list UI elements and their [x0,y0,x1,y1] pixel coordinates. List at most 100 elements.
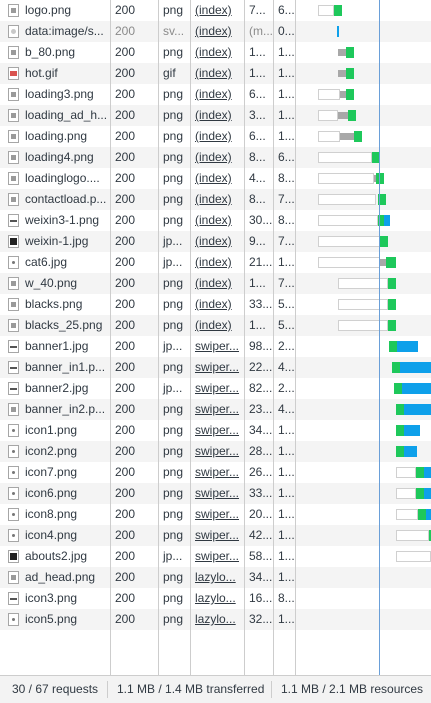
request-initiator[interactable]: (index) [195,45,232,59]
request-initiator[interactable]: (index) [195,234,232,248]
request-row[interactable]: icon3.png 200 png lazylo... 16... 8... [0,588,431,609]
request-name-cell[interactable]: icon6.png [0,483,110,504]
request-initiator[interactable]: swiper... [195,549,240,563]
request-initiator[interactable]: (index) [195,276,232,290]
request-initiator[interactable]: swiper... [195,465,240,479]
request-initiator[interactable]: (index) [195,297,232,311]
request-name-cell[interactable]: ad_head.png [0,567,110,588]
request-name-cell[interactable]: banner_in1.p... [0,357,110,378]
request-row[interactable]: loading3.png 200 png (index) 6... 1... [0,84,431,105]
request-name-cell[interactable]: banner_in2.p... [0,399,110,420]
request-initiator[interactable]: (index) [195,255,232,269]
request-initiator[interactable]: (index) [195,87,232,101]
request-name-cell[interactable]: contactload.p... [0,189,110,210]
request-name-cell[interactable]: loading.png [0,126,110,147]
request-name-cell[interactable]: cat6.jpg [0,252,110,273]
request-row[interactable]: loading4.png 200 png (index) 8... 6... [0,147,431,168]
request-row[interactable]: banner_in2.p... 200 png swiper... 23... 4... [0,399,431,420]
request-name-cell[interactable]: icon3.png [0,588,110,609]
request-initiator[interactable]: (index) [195,24,232,38]
column-divider-type[interactable] [190,0,191,675]
request-row[interactable]: banner1.jpg 200 jp... swiper... 98... 2... [0,336,431,357]
request-name-cell[interactable]: data:image/s... [0,21,110,42]
request-initiator[interactable]: lazylo... [195,570,236,584]
request-initiator[interactable]: (index) [195,150,232,164]
request-initiator[interactable]: (index) [195,66,232,80]
column-divider-status[interactable] [158,0,159,675]
request-name-cell[interactable]: weixin-1.jpg [0,231,110,252]
column-divider-name[interactable] [110,0,111,675]
request-row[interactable]: icon6.png 200 png swiper... 33... 1... [0,483,431,504]
request-initiator[interactable]: swiper... [195,402,240,416]
request-row[interactable]: data:image/s... 200 sv... (index) (m... 0... [0,21,431,42]
request-name-cell[interactable]: loading4.png [0,147,110,168]
request-row[interactable]: b_80.png 200 png (index) 1... 1... [0,42,431,63]
request-name-cell[interactable]: icon7.png [0,462,110,483]
request-name-cell[interactable]: loading_ad_h... [0,105,110,126]
request-row[interactable]: weixin-1.jpg 200 jp... (index) 9... 7... [0,231,431,252]
request-initiator[interactable]: swiper... [195,486,240,500]
request-initiator[interactable]: (index) [195,129,232,143]
request-name-cell[interactable]: banner2.jpg [0,378,110,399]
request-row[interactable]: icon1.png 200 png swiper... 34... 1... [0,420,431,441]
request-initiator[interactable]: swiper... [195,444,240,458]
request-row[interactable]: loading_ad_h... 200 png (index) 3... 1... [0,105,431,126]
request-initiator[interactable]: swiper... [195,507,240,521]
request-initiator[interactable]: (index) [195,108,232,122]
request-row[interactable]: icon8.png 200 png swiper... 20... 1... [0,504,431,525]
request-name-cell[interactable]: icon2.png [0,441,110,462]
request-row[interactable]: icon7.png 200 png swiper... 26... 1... [0,462,431,483]
request-row[interactable]: weixin3-1.png 200 png (index) 30... 8... [0,210,431,231]
request-name-cell[interactable]: weixin3-1.png [0,210,110,231]
request-name-cell[interactable]: icon8.png [0,504,110,525]
request-initiator[interactable]: swiper... [195,528,240,542]
request-initiator[interactable]: swiper... [195,423,240,437]
request-name-cell[interactable]: loadinglogo.... [0,168,110,189]
dot-image-icon [8,424,19,437]
request-row[interactable]: blacks_25.png 200 png (index) 1... 5... [0,315,431,336]
request-initiator[interactable]: swiper... [195,360,240,374]
request-row[interactable]: abouts2.jpg 200 jp... swiper... 58... 1... [0,546,431,567]
request-row[interactable]: icon4.png 200 png swiper... 42... 1... [0,525,431,546]
request-row[interactable]: blacks.png 200 png (index) 33... 5... [0,294,431,315]
request-name-cell[interactable]: blacks_25.png [0,315,110,336]
request-name-cell[interactable]: blacks.png [0,294,110,315]
request-name-cell[interactable]: b_80.png [0,42,110,63]
request-row[interactable]: icon5.png 200 png lazylo... 32... 1... [0,609,431,630]
request-name-cell[interactable]: banner1.jpg [0,336,110,357]
request-row[interactable]: icon2.png 200 png swiper... 28... 1... [0,441,431,462]
request-row[interactable]: loading.png 200 png (index) 6... 1... [0,126,431,147]
request-initiator[interactable]: (index) [195,192,232,206]
request-row[interactable]: hot.gif 200 gif (index) 1... 1... [0,63,431,84]
waterfall-queued-segment [318,173,374,184]
request-row[interactable]: contactload.p... 200 png (index) 8... 7... [0,189,431,210]
request-initiator[interactable]: swiper... [195,381,240,395]
request-name-cell[interactable]: w_40.png [0,273,110,294]
request-name-cell[interactable]: icon5.png [0,609,110,630]
request-initiator[interactable]: (index) [195,3,232,17]
request-row[interactable]: loadinglogo.... 200 png (index) 4... 8... [0,168,431,189]
request-row[interactable]: w_40.png 200 png (index) 1... 7... [0,273,431,294]
request-row[interactable]: banner_in1.p... 200 png swiper... 22... 4... [0,357,431,378]
request-name-cell[interactable]: logo.png [0,0,110,21]
request-initiator[interactable]: (index) [195,171,232,185]
request-name-cell[interactable]: icon4.png [0,525,110,546]
request-name-cell[interactable]: hot.gif [0,63,110,84]
request-initiator[interactable]: (index) [195,318,232,332]
request-row[interactable]: cat6.jpg 200 jp... (index) 21... 1... [0,252,431,273]
request-name-cell[interactable]: loading3.png [0,84,110,105]
request-initiator[interactable]: (index) [195,213,232,227]
request-row[interactable]: banner2.jpg 200 jp... swiper... 82... 2... [0,378,431,399]
request-row[interactable]: ad_head.png 200 png lazylo... 34... 1... [0,567,431,588]
request-initiator[interactable]: lazylo... [195,612,236,626]
request-type: sv... [163,24,185,38]
waterfall-bar [0,126,431,147]
column-divider-size[interactable] [273,0,274,675]
request-name-cell[interactable]: icon1.png [0,420,110,441]
column-divider-initiator[interactable] [244,0,245,675]
request-initiator[interactable]: swiper... [195,339,240,353]
request-initiator[interactable]: lazylo... [195,591,236,605]
column-divider-time[interactable] [295,0,296,675]
request-row[interactable]: logo.png 200 png (index) 7... 6... [0,0,431,21]
request-name-cell[interactable]: abouts2.jpg [0,546,110,567]
